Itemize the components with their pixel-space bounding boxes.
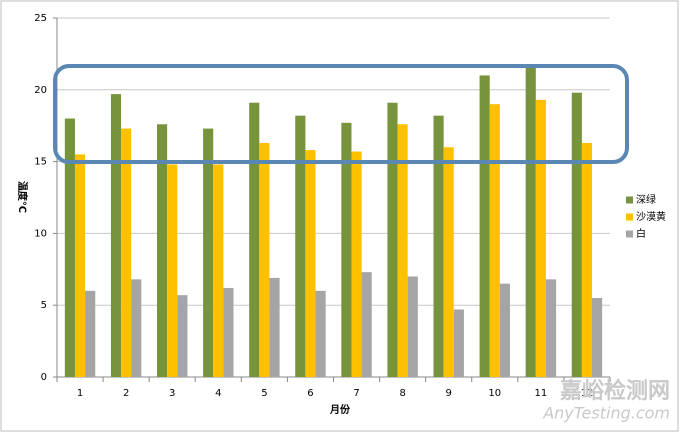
- x-tick-label: 5: [261, 388, 267, 399]
- x-tick-label: 8: [399, 388, 405, 399]
- legend-label: 沙漠黄: [636, 210, 666, 223]
- bar: [361, 272, 372, 377]
- x-tick-label: 1: [77, 388, 83, 399]
- x-tick-label: 3: [169, 388, 175, 399]
- bar: [177, 295, 188, 377]
- x-tick-label: 11: [535, 388, 548, 399]
- bar: [592, 298, 603, 377]
- legend-label: 白: [636, 227, 646, 240]
- bar: [249, 102, 260, 377]
- y-tick-label: 15: [34, 157, 47, 168]
- bar: [387, 102, 398, 377]
- x-tick-label: 9: [446, 388, 452, 399]
- legend-swatch: [626, 213, 633, 221]
- bar: [305, 150, 316, 377]
- x-tick-label: 10: [488, 388, 501, 399]
- bar: [341, 122, 352, 377]
- y-tick-label: 20: [34, 85, 47, 96]
- bar: [203, 128, 214, 377]
- x-axis-label: 月份: [329, 403, 351, 416]
- bar: [223, 287, 234, 377]
- bar: [571, 92, 582, 377]
- bar: [259, 142, 270, 377]
- y-tick-label: 5: [41, 300, 47, 311]
- bar: [489, 104, 500, 377]
- bar: [269, 277, 280, 377]
- bar: [295, 115, 306, 377]
- bar: [110, 94, 122, 377]
- bar: [74, 154, 86, 377]
- bar: [443, 147, 454, 377]
- bar: [453, 309, 464, 377]
- bar: [351, 151, 362, 377]
- x-tick-label: 2: [123, 388, 129, 399]
- bar: [64, 118, 75, 378]
- x-tick-label: 6: [307, 388, 313, 399]
- bar: [131, 279, 142, 377]
- bar: [479, 75, 490, 377]
- y-tick-label: 0: [41, 372, 47, 383]
- bar: [167, 164, 178, 377]
- watermark: 嘉峪检测网: [560, 378, 670, 404]
- x-tick-label: 12: [581, 388, 594, 399]
- bar: [525, 66, 536, 377]
- x-tick-label: 7: [353, 388, 359, 399]
- legend-swatch: [626, 230, 633, 238]
- bar: [499, 283, 510, 377]
- y-tick-label: 25: [34, 13, 47, 24]
- bar: [213, 164, 224, 377]
- bar: [407, 276, 418, 377]
- watermark: AnyTesting.com: [542, 404, 670, 423]
- legend-swatch: [626, 196, 633, 204]
- highlight-box: [53, 64, 629, 164]
- bar: [315, 290, 326, 377]
- bar: [121, 128, 132, 377]
- bar: [85, 290, 96, 377]
- bar: [581, 142, 593, 377]
- y-axis-label: 温度℃: [16, 181, 29, 213]
- bar: [433, 115, 444, 377]
- bar: [157, 124, 168, 377]
- y-tick-label: 10: [34, 228, 47, 239]
- bar: [535, 99, 546, 378]
- bar: [545, 279, 557, 377]
- x-tick-label: 4: [215, 388, 221, 399]
- legend-label: 深绿: [636, 193, 656, 206]
- bar: [397, 124, 408, 377]
